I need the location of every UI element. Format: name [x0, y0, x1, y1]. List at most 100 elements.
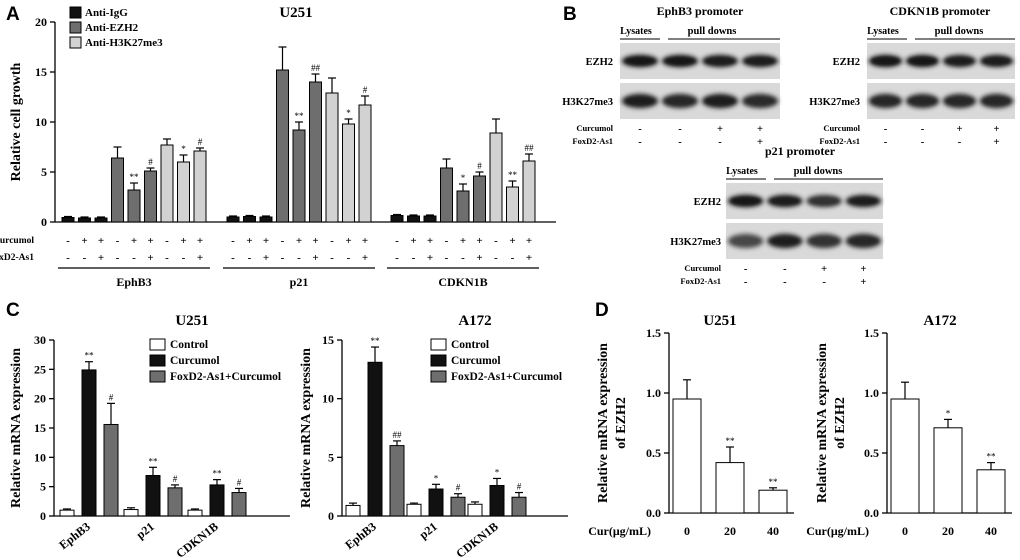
blot-header-pulldowns: pull downs	[935, 26, 984, 37]
panel-a-curcumol-sign: +	[81, 235, 87, 247]
panel-a-foxd2-sign: -	[494, 252, 498, 264]
panel-letter-a: A	[6, 4, 20, 25]
panel-c-sig-label: #	[456, 483, 461, 493]
panel-c-y-tick-label: 20	[34, 392, 46, 406]
panel-d-y-label-line2: of EZH2	[833, 397, 848, 449]
panel-c-y-label: Relative mRNA expression	[9, 348, 24, 508]
blot-foxd2-sign: +	[860, 277, 866, 288]
panel-d-y-tick-label: 0.0	[864, 506, 879, 520]
blot-treat-label: FoxD2-As1	[572, 136, 613, 146]
blot-foxd2-sign: -	[884, 137, 888, 148]
panel-a-curcumol-sign: +	[427, 235, 433, 247]
panel-c-legend-label: Control	[451, 339, 489, 351]
panel-a-bar	[276, 69, 289, 223]
panel-b-blots: EphB3 promoter Lysates pull downs EZH2 H3K27…	[562, 4, 1015, 288]
panel-d-bar	[933, 427, 963, 514]
blot-foxd2-sign: -	[744, 277, 748, 288]
panel-d-title: A172	[923, 313, 956, 329]
panel-a-curcumol-sign: +	[526, 235, 532, 247]
panel-a-group-label: EphB3	[116, 275, 151, 289]
panel-a-curcumol-sign: -	[231, 235, 235, 247]
panel-a-curcumol-sign: +	[263, 235, 269, 247]
panel-a-sig-label: #	[198, 137, 203, 147]
panel-c-legend-swatch	[149, 370, 166, 383]
blot-foxd2-sign: -	[638, 137, 642, 148]
panel-a-curcumol-sign: +	[476, 235, 482, 247]
panel-a-foxd2-sign: -	[412, 252, 416, 264]
blot-band-core	[849, 197, 878, 205]
panel-a-foxd2-sign: -	[511, 252, 515, 264]
panel-c-bar	[167, 487, 183, 517]
panel-c-legend-label: FoxD2-As1+Curcumol	[451, 371, 562, 383]
panel-a-curcumol-sign: -	[494, 235, 498, 247]
blot-3: p21 promoter Lysates pull downs EZH2 H3K27me…	[670, 144, 883, 288]
panel-c-bar	[123, 509, 139, 517]
panel-c-title: U251	[175, 313, 208, 329]
panel-a-bar	[358, 104, 372, 223]
panel-d-sig-label: *	[946, 408, 951, 418]
panel-a-bar	[522, 160, 536, 223]
panel-a-foxd2-sign: -	[66, 252, 70, 264]
panel-d-bar	[715, 462, 745, 514]
blot-band-core	[809, 197, 839, 205]
panel-d-title: U251	[703, 313, 736, 329]
panel-a-foxd2-sign: +	[197, 252, 203, 264]
blot-curcumol-sign: -	[638, 124, 642, 135]
panel-a-bar	[226, 216, 240, 223]
panel-a-bar	[111, 157, 124, 223]
panel-c-y-tick-label: 10	[322, 392, 334, 406]
blot-band-core	[946, 97, 973, 105]
panel-c-category-label: p21	[417, 519, 440, 542]
blot-band-core	[705, 57, 735, 65]
panel-c-bar	[345, 504, 361, 517]
blot-curcumol-sign: -	[783, 264, 787, 275]
panel-a-sig-label: #	[477, 161, 482, 171]
panel-d-y-label-line1: Relative mRNA expression	[596, 343, 611, 503]
panel-a-foxd2-sign: -	[132, 252, 136, 264]
panel-d-y-tick-label: 0.5	[646, 446, 661, 460]
blot-curcumol-sign: -	[678, 124, 682, 135]
panel-a-bar	[489, 132, 503, 223]
blot-header-lysates: Lysates	[726, 166, 758, 177]
blot-band-core	[872, 97, 899, 105]
panel-a-row-label-curcumol: Curcumol	[0, 236, 34, 246]
panel-d-sig-label: **	[726, 436, 736, 446]
panel-c-sig-label: **	[371, 336, 381, 346]
panel-a-legend-swatch	[69, 21, 82, 34]
panel-a-foxd2-sign: -	[330, 252, 334, 264]
panel-c-sig-label: **	[213, 469, 223, 479]
panel-d-y-tick-label: 1.5	[864, 326, 879, 340]
panel-a-sig-label: **	[295, 111, 305, 121]
panel-d-bar	[890, 398, 920, 514]
blot-row-label: EZH2	[694, 197, 721, 208]
blot-foxd2-sign: +	[757, 137, 763, 148]
blot-band-core	[731, 237, 760, 245]
panel-c-legend-swatch	[430, 354, 447, 367]
panel-c-sig-label: **	[149, 456, 159, 466]
panel-c-legend-swatch	[149, 354, 166, 367]
panel-d-y-tick-label: 0.5	[864, 446, 879, 460]
panel-a-sig-label: #	[363, 85, 368, 95]
blot-curcumol-sign: +	[821, 264, 827, 275]
panel-a-bar	[61, 217, 75, 223]
panel-a-y-tick-label: 0	[41, 215, 47, 229]
panel-a-bar	[259, 216, 273, 223]
panel-d-category-label: 0	[684, 524, 690, 538]
panel-c-legend-swatch	[430, 338, 447, 351]
panel-d-category-label: 20	[724, 524, 736, 538]
panel-a-bar	[127, 189, 141, 223]
panel-d-bar	[672, 398, 702, 514]
panel-d-y-tick-label: 0.0	[646, 506, 661, 520]
blot-curcumol-sign: -	[884, 124, 888, 135]
panel-a-curcumol-sign: +	[410, 235, 416, 247]
panel-c-bar	[450, 496, 466, 517]
panel-a-bar	[440, 167, 453, 223]
panel-c-legend-swatch	[149, 338, 166, 351]
panel-a-sig-label: **	[130, 172, 140, 182]
blot-band-core	[770, 237, 800, 245]
panel-c-bar	[103, 423, 119, 517]
blot-title: p21 promoter	[765, 144, 836, 158]
panel-c-y-tick-label: 10	[34, 450, 46, 464]
panel-c-u251-chart: 0 5 10 15 20 25 30 Relative mRNA expression U251…	[9, 313, 290, 560]
